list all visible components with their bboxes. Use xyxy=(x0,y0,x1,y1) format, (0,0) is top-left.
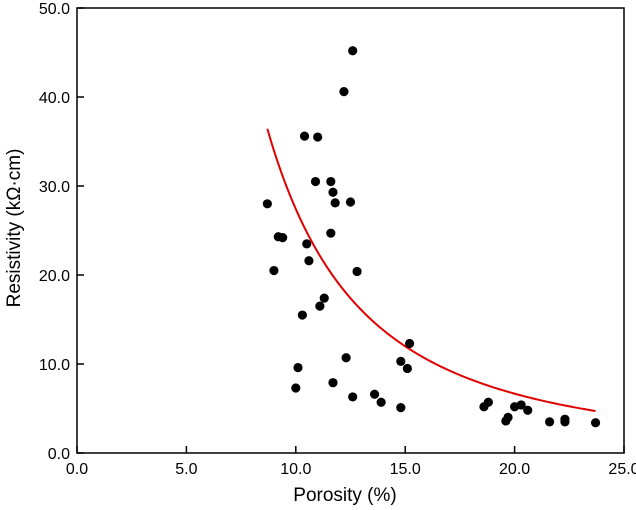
plot-frame xyxy=(76,7,625,454)
data-point xyxy=(328,378,338,388)
data-point xyxy=(590,418,601,428)
y-axis: 0.0 10.0 20.0 30.0 40.0 50.0 xyxy=(39,1,84,463)
x-tick-label: 25.0 xyxy=(608,461,636,478)
data-point xyxy=(326,228,336,238)
data-point xyxy=(304,256,314,266)
data-point xyxy=(348,46,358,56)
y-tick-label: 20.0 xyxy=(39,268,70,285)
data-point xyxy=(339,87,349,97)
data-point xyxy=(326,176,336,187)
data-point xyxy=(299,131,310,141)
y-tick-label: 10.0 xyxy=(39,357,70,374)
data-point xyxy=(310,176,321,187)
fit-curve xyxy=(266,128,596,413)
data-point xyxy=(503,412,513,422)
data-point xyxy=(262,199,272,209)
y-tick-label: 40.0 xyxy=(39,90,70,107)
data-point xyxy=(341,353,351,363)
data-point xyxy=(483,397,493,407)
data-point xyxy=(269,265,279,276)
data-point xyxy=(330,198,340,208)
data-point xyxy=(313,132,323,142)
data-point xyxy=(348,392,358,402)
x-axis-label: Porosity (%) xyxy=(293,485,396,506)
y-tick-label: 50.0 xyxy=(39,1,70,18)
y-tick-label: 30.0 xyxy=(39,179,70,196)
data-point xyxy=(369,389,380,399)
data-point xyxy=(523,405,533,415)
x-tick-label: 0.0 xyxy=(66,461,88,478)
data-point xyxy=(560,417,570,427)
data-point xyxy=(396,403,406,413)
data-point xyxy=(352,266,362,277)
data-point xyxy=(404,338,415,349)
data-point xyxy=(297,310,307,320)
x-tick-label: 20.0 xyxy=(499,461,530,478)
fit-curve-layer xyxy=(266,128,596,413)
data-point xyxy=(376,397,386,407)
data-point xyxy=(291,383,301,393)
data-point xyxy=(402,363,412,374)
y-axis-label: Resistivity (kΩ·cm) xyxy=(4,149,25,308)
x-axis: 0.0 5.0 10.0 15.0 20.0 25.0 xyxy=(66,446,636,478)
x-tick-label: 10.0 xyxy=(280,461,311,478)
data-point xyxy=(516,400,526,410)
x-tick-label: 15.0 xyxy=(390,461,421,478)
y-tick-label: 0.0 xyxy=(48,446,70,463)
data-point xyxy=(315,301,325,311)
x-tick-label: 5.0 xyxy=(175,461,197,478)
data-point xyxy=(545,417,555,427)
plot-area xyxy=(76,7,625,454)
data-point xyxy=(396,356,406,366)
data-point xyxy=(302,239,312,249)
data-point xyxy=(319,293,329,303)
data-point xyxy=(345,197,356,207)
data-points-layer xyxy=(262,46,601,428)
data-point xyxy=(328,187,338,197)
data-point xyxy=(278,233,288,243)
data-point xyxy=(293,362,303,373)
